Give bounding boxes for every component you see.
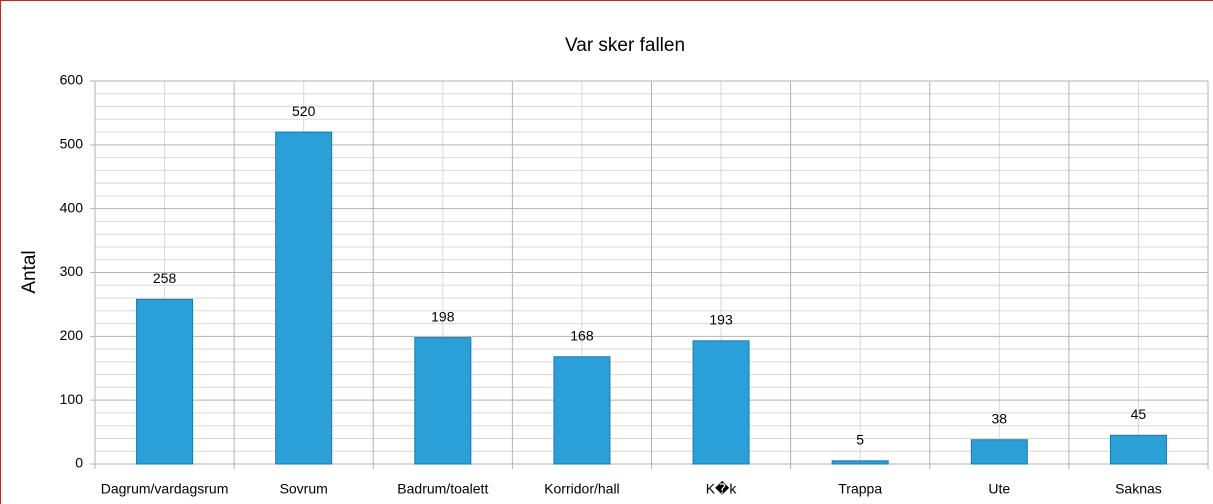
bar xyxy=(1109,434,1167,465)
bar xyxy=(414,337,472,465)
chart-title: Var sker fallen xyxy=(565,35,685,56)
x-tick-label: Sovrum xyxy=(280,481,328,497)
data-label: 45 xyxy=(1131,406,1147,422)
x-tick-label: Ute xyxy=(988,481,1010,497)
y-tick-label: 600 xyxy=(60,72,84,88)
x-tick-label: K�k xyxy=(706,481,738,497)
bar xyxy=(553,356,611,465)
y-tick-label: 100 xyxy=(60,391,84,407)
x-tick-label: Trappa xyxy=(838,481,882,497)
data-label: 198 xyxy=(431,308,455,324)
x-tick-label: Korridor/hall xyxy=(544,481,619,497)
x-tick-label: Dagrum/vardagsrum xyxy=(101,481,229,497)
x-tick-label: Saknas xyxy=(1115,481,1162,497)
bar xyxy=(136,298,194,465)
bar xyxy=(970,439,1028,465)
y-tick-label: 400 xyxy=(60,199,84,215)
data-label: 520 xyxy=(292,103,316,119)
y-tick-label: 0 xyxy=(75,455,83,471)
x-tick-label: Badrum/toalett xyxy=(397,481,488,497)
data-label: 5 xyxy=(856,432,864,448)
bar xyxy=(831,460,889,465)
bar xyxy=(275,131,333,465)
data-label: 38 xyxy=(992,410,1008,426)
bar xyxy=(692,340,750,465)
data-label: 193 xyxy=(709,312,733,328)
y-tick-label: 200 xyxy=(60,327,84,343)
y-axis-label: Antal xyxy=(19,250,40,293)
y-tick-label: 300 xyxy=(60,263,84,279)
data-label: 168 xyxy=(570,327,594,343)
data-label: 258 xyxy=(153,270,177,286)
y-tick-label: 500 xyxy=(60,136,84,152)
